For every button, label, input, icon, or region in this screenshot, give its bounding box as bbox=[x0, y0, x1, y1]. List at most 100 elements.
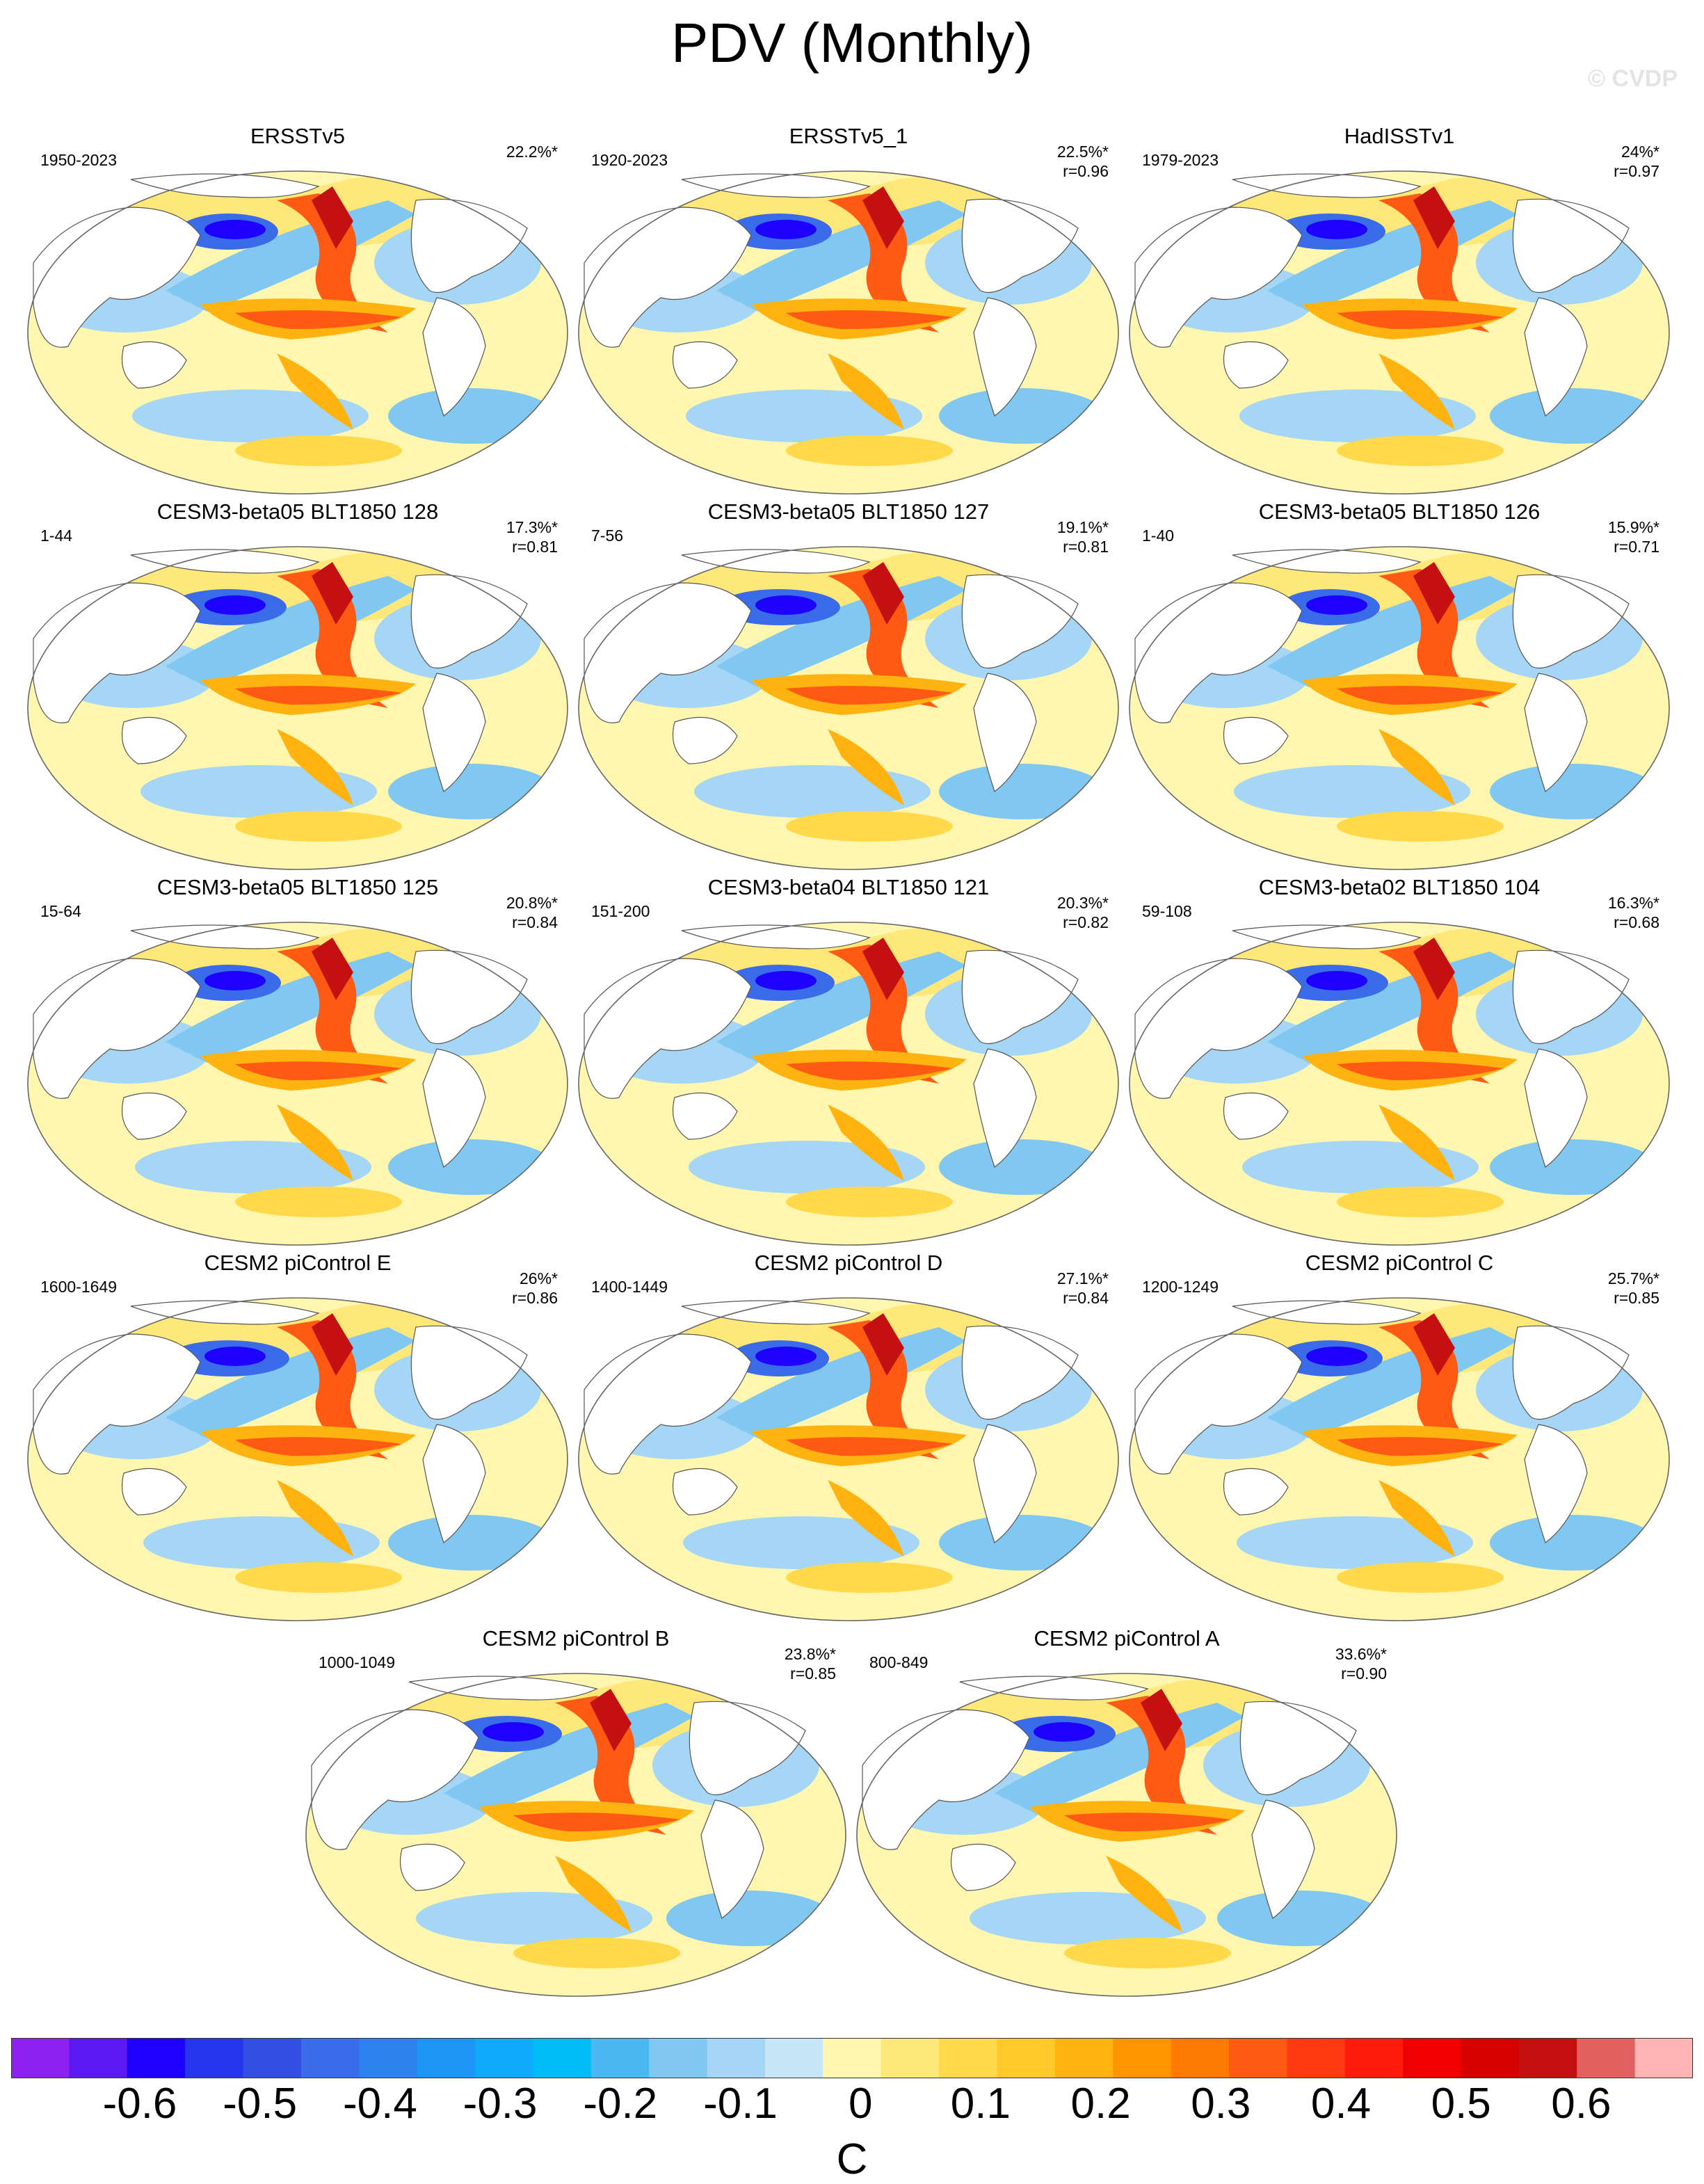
panel-title: ERSSTv5_1 bbox=[789, 124, 908, 148]
colorbar-tick-label: -0.6 bbox=[102, 2080, 177, 2128]
colorbar-swatch bbox=[1344, 2038, 1404, 2078]
panel-variance-pct: 33.6%* bbox=[1335, 1645, 1387, 1663]
sst-map bbox=[27, 922, 568, 1246]
colorbar-swatch bbox=[707, 2038, 766, 2078]
colorbar-swatch bbox=[1054, 2038, 1114, 2078]
sst-map bbox=[1129, 1297, 1670, 1621]
panel-period: 151-200 bbox=[591, 902, 650, 920]
panel-pattern-correlation: r=0.71 bbox=[1614, 538, 1659, 556]
colorbar-swatch bbox=[1634, 2038, 1693, 2078]
panel-title: CESM2 piControl C bbox=[1305, 1251, 1494, 1275]
panel-pattern-correlation: r=0.86 bbox=[512, 1289, 558, 1307]
panel-title: CESM3-beta02 BLT1850 104 bbox=[1258, 875, 1541, 899]
colorbar-tick-label: 0.3 bbox=[1191, 2080, 1251, 2128]
map-panel: CESM3-beta05 BLT1850 127 7-56 19.1%* r=0.81 bbox=[577, 499, 1120, 875]
map-panel: CESM3-beta02 BLT1850 104 59-108 16.3%* r=0.… bbox=[1128, 875, 1671, 1251]
panel-period: 7-56 bbox=[591, 527, 624, 545]
panel-period: 15-64 bbox=[40, 902, 81, 920]
panel-title: CESM3-beta05 BLT1850 125 bbox=[156, 875, 439, 899]
panel-variance-pct: 27.1%* bbox=[1056, 1269, 1109, 1287]
map-panel: HadISSTv1 1979-2023 24%* r=0.97 bbox=[1128, 124, 1671, 499]
sst-map bbox=[578, 170, 1119, 495]
panel-pattern-correlation: r=0.97 bbox=[1614, 162, 1659, 180]
sst-map bbox=[578, 546, 1119, 870]
panel-title: CESM2 piControl D bbox=[754, 1251, 943, 1275]
panel-title: CESM2 piControl E bbox=[204, 1251, 392, 1275]
sst-map bbox=[578, 922, 1119, 1246]
sst-map bbox=[305, 1673, 846, 1997]
panel-variance-pct: 19.1%* bbox=[1056, 518, 1109, 536]
colorbar-swatch bbox=[1403, 2038, 1461, 2078]
panel-period: 1400-1449 bbox=[591, 1278, 668, 1296]
panel-title: ERSSTv5 bbox=[250, 124, 346, 148]
colorbar-border bbox=[11, 2038, 1693, 2078]
panel-variance-pct: 20.3%* bbox=[1056, 894, 1109, 912]
panel-variance-pct: 22.5%* bbox=[1056, 143, 1109, 161]
panel-variance-pct: 25.7%* bbox=[1607, 1269, 1659, 1287]
sst-map bbox=[1129, 546, 1670, 870]
colorbar-swatch bbox=[1113, 2038, 1172, 2078]
panel-pattern-correlation: r=0.81 bbox=[1063, 538, 1109, 556]
colorbar-swatch bbox=[300, 2038, 360, 2078]
colorbar-units: C bbox=[836, 2135, 868, 2183]
colorbar-swatch bbox=[69, 2038, 128, 2078]
sst-map bbox=[27, 170, 568, 495]
sst-map bbox=[27, 546, 568, 870]
colorbar-swatch bbox=[1171, 2038, 1230, 2078]
colorbar-tick-label: 0 bbox=[848, 2080, 873, 2128]
panel-variance-pct: 20.8%* bbox=[506, 894, 558, 912]
panel-title: HadISSTv1 bbox=[1344, 124, 1455, 148]
panel-period: 59-108 bbox=[1142, 902, 1192, 920]
panel-pattern-correlation: r=0.90 bbox=[1341, 1664, 1387, 1683]
map-panel: CESM2 piControl C 1200-1249 25.7%* r=0.85 bbox=[1128, 1251, 1671, 1626]
colorbar-tick-label: -0.5 bbox=[223, 2080, 298, 2128]
sst-map bbox=[578, 1297, 1119, 1621]
panel-variance-pct: 15.9%* bbox=[1607, 518, 1659, 536]
panel-period: 1200-1249 bbox=[1142, 1278, 1219, 1296]
panel-pattern-correlation: r=0.84 bbox=[512, 913, 558, 931]
panel-title: CESM3-beta04 BLT1850 121 bbox=[707, 875, 990, 899]
colorbar-swatch bbox=[1461, 2038, 1520, 2078]
sst-map bbox=[856, 1673, 1397, 1997]
colorbar-swatch bbox=[881, 2038, 940, 2078]
colorbar-swatch bbox=[11, 2038, 70, 2078]
map-panel: CESM2 piControl E 1600-1649 26%* r=0.86 bbox=[26, 1251, 569, 1626]
panel-title: CESM3-beta05 BLT1850 126 bbox=[1258, 499, 1541, 524]
colorbar-tick-label: -0.3 bbox=[463, 2080, 538, 2128]
panel-period: 800-849 bbox=[869, 1653, 929, 1671]
colorbar-swatch bbox=[127, 2038, 186, 2078]
map-panel: CESM3-beta05 BLT1850 125 15-64 20.8%* r=0.8… bbox=[26, 875, 569, 1251]
colorbar-tick-label: -0.1 bbox=[703, 2080, 778, 2128]
panel-period: 1979-2023 bbox=[1142, 151, 1219, 169]
map-panel: CESM3-beta05 BLT1850 126 1-40 15.9%* r=0.71 bbox=[1128, 499, 1671, 875]
panel-pattern-correlation: r=0.96 bbox=[1063, 162, 1109, 180]
panel-variance-pct: 26%* bbox=[520, 1269, 558, 1287]
colorbar-swatch bbox=[185, 2038, 244, 2078]
colorbar-tick-label: -0.2 bbox=[583, 2080, 658, 2128]
panel-variance-pct: 22.2%* bbox=[506, 143, 558, 161]
colorbar-swatch bbox=[1287, 2038, 1346, 2078]
map-panel: ERSSTv5 1950-2023 22.2%* bbox=[26, 124, 569, 499]
colorbar-swatch bbox=[475, 2038, 533, 2078]
colorbar-tick-label: 0.2 bbox=[1070, 2080, 1131, 2128]
colorbar-tick-label: 0.1 bbox=[950, 2080, 1011, 2128]
sst-map bbox=[27, 1297, 568, 1621]
panel-title: CESM2 piControl A bbox=[1034, 1626, 1220, 1651]
sst-map bbox=[1129, 170, 1670, 495]
colorbar-swatch bbox=[533, 2038, 592, 2078]
panel-period: 1920-2023 bbox=[591, 151, 668, 169]
panel-period: 1950-2023 bbox=[40, 151, 117, 169]
cvdp-watermark: © CVDP bbox=[1588, 65, 1678, 92]
colorbar-swatch bbox=[417, 2038, 476, 2078]
panel-variance-pct: 24%* bbox=[1621, 143, 1659, 161]
colorbar-tick-label: 0.4 bbox=[1310, 2080, 1372, 2128]
panel-pattern-correlation: r=0.85 bbox=[1614, 1289, 1659, 1307]
panel-variance-pct: 17.3%* bbox=[506, 518, 558, 536]
figure-title: PDV (Monthly) bbox=[670, 12, 1034, 74]
colorbar bbox=[11, 2038, 1693, 2078]
panel-pattern-correlation: r=0.82 bbox=[1063, 913, 1109, 931]
colorbar-swatch bbox=[1228, 2038, 1287, 2078]
panel-pattern-correlation: r=0.81 bbox=[512, 538, 558, 556]
panel-period: 1-44 bbox=[40, 527, 73, 545]
panel-pattern-correlation: r=0.85 bbox=[790, 1664, 836, 1683]
